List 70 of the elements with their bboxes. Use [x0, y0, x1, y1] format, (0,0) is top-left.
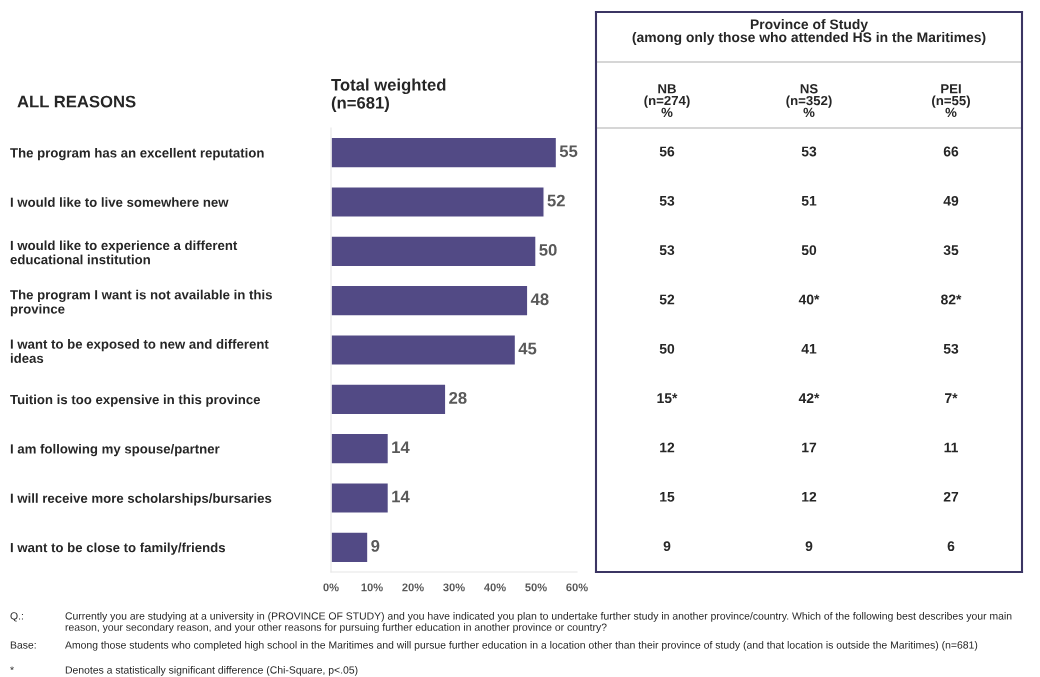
data-label: 6 — [947, 541, 955, 552]
data-label: 50 — [539, 244, 557, 256]
data-label: 49 — [943, 195, 959, 206]
y-axis-title: ALL REASONS — [17, 95, 136, 108]
data-label: 53 — [659, 245, 675, 256]
data-label: 56 — [659, 146, 675, 157]
data-label: 41 — [801, 344, 817, 354]
y-tick-label: I would like to live somewhere new — [10, 197, 229, 207]
bar — [331, 235, 537, 268]
data-label: 14 — [392, 490, 410, 503]
text: Q.: Currently you are studying at a university in (PROVINCE OF STUDY) and you have indicated you plan to undertake further study in another province/country. Which of the following best describes your main reason, your secondary reason, and your other reasons for pursuing further education in another province or country? — [10, 612, 1012, 633]
data-label: 12 — [660, 442, 675, 453]
data-label: 28 — [449, 392, 467, 404]
x-tick-label: PEI (n=55) % — [932, 84, 970, 118]
data-label: 50 — [801, 245, 817, 256]
y-tick-label: I am following my spouse/partner — [10, 443, 220, 457]
x-tick-label: 20% — [402, 583, 424, 592]
data-label: 11 — [944, 442, 958, 453]
data-label: 35 — [943, 245, 959, 256]
chart-title: Province of Study (among only those who attended HS in the Maritimes) — [632, 19, 986, 45]
data-label: 53 — [801, 146, 817, 157]
y-tick-label: I want to be close to family/friends — [10, 542, 226, 555]
data-label: 9 — [663, 541, 671, 552]
bar — [331, 383, 447, 416]
text: * Denotes a statistically significant difference (Chi-Square, p<.05) — [10, 666, 358, 676]
data-label: 66 — [943, 146, 959, 157]
data-label: 82* — [941, 294, 962, 305]
data-label: 7* — [945, 393, 958, 403]
x-tick-label: 50% — [525, 583, 547, 592]
data-label: 51 — [801, 196, 817, 206]
data-label: 9 — [805, 541, 813, 552]
data-label: 53 — [659, 195, 675, 206]
x-tick-label: NB (n=274) % — [644, 84, 690, 118]
data-label: 52 — [659, 294, 675, 305]
data-label: 40* — [798, 294, 820, 305]
bar — [331, 136, 558, 169]
x-tick-label: 0% — [323, 583, 339, 592]
data-label: 53 — [943, 343, 959, 354]
bar — [331, 482, 390, 514]
data-label: 15 — [660, 492, 675, 502]
x-tick-label: 10% — [361, 583, 383, 592]
y-tick-label: Tuition is too expensive in this province — [10, 394, 261, 407]
y-tick-label: I will receive more scholarships/bursaries — [10, 493, 272, 506]
bar — [331, 531, 369, 564]
chart-title: Total weighted (n=681) — [331, 78, 446, 113]
x-tick-label: 40% — [484, 583, 506, 592]
bar — [331, 284, 529, 317]
data-label: 52 — [547, 194, 565, 207]
data-label: 15* — [657, 393, 678, 404]
x-tick-label: NS (n=352) % — [786, 84, 832, 118]
y-tick-label: I want to be exposed to new and different ideas — [10, 339, 269, 363]
y-tick-label: The program I want is not available in this province — [10, 289, 272, 317]
bar — [331, 334, 517, 366]
y-tick-label: The program has an excellent reputation — [10, 147, 264, 161]
bar — [331, 186, 545, 218]
data-label: 14 — [392, 441, 410, 453]
y-tick-label: I would like to experience a different educational institution — [10, 240, 238, 265]
data-label: 9 — [371, 540, 380, 552]
data-label: 50 — [659, 343, 675, 354]
data-label: 27 — [943, 491, 959, 502]
text: Base: Among those students who completed high school in the Maritimes and will pursue further education in a location other than their province of study (and that location is outside the Maritimes) (n=681) — [10, 641, 978, 651]
data-label: 12 — [802, 491, 817, 502]
data-label: 55 — [559, 145, 578, 158]
data-label: 42* — [798, 393, 820, 403]
data-label: 17 — [802, 442, 817, 453]
bar — [331, 432, 390, 465]
data-label: 45 — [518, 342, 537, 355]
data-label: 48 — [530, 293, 549, 306]
x-tick-label: 60% — [566, 583, 588, 592]
x-tick-label: 30% — [443, 583, 465, 592]
